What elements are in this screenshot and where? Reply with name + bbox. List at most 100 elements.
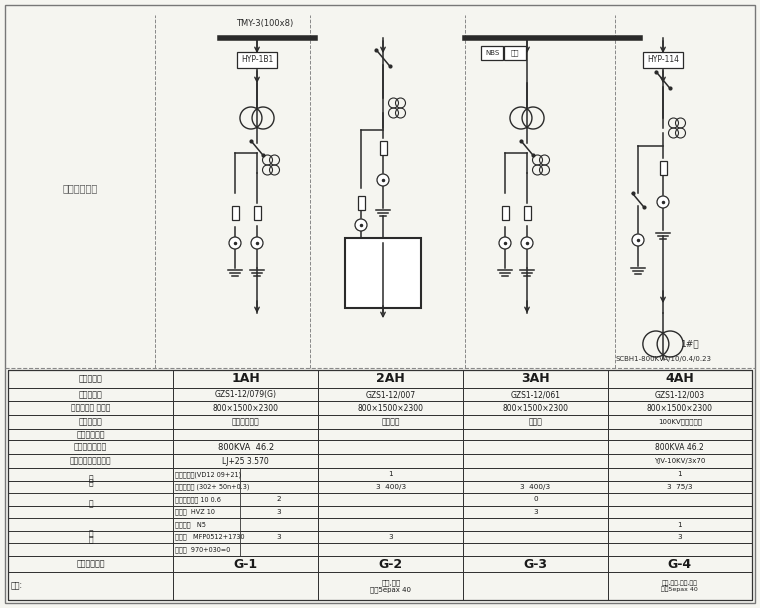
- Bar: [254, 206, 261, 220]
- Text: GZS1-12/003: GZS1-12/003: [655, 390, 705, 399]
- Text: 800KVA  46.2: 800KVA 46.2: [217, 443, 274, 452]
- Bar: [464, 401, 608, 415]
- Bar: [318, 401, 464, 415]
- Text: 2AH: 2AH: [376, 372, 405, 385]
- Bar: [608, 556, 752, 572]
- Bar: [318, 572, 464, 600]
- Text: 3: 3: [534, 509, 538, 515]
- Circle shape: [521, 237, 533, 249]
- Text: 电流互感器 (302+ 50n+0.3): 电流互感器 (302+ 50n+0.3): [175, 483, 249, 490]
- Text: SCBH1-800KVA/10/0.4/0.23: SCBH1-800KVA/10/0.4/0.23: [615, 356, 711, 362]
- Bar: [173, 415, 318, 429]
- Text: 1#变: 1#变: [681, 339, 700, 348]
- Bar: [173, 454, 318, 468]
- Text: 800×1500×2300: 800×1500×2300: [502, 404, 568, 413]
- Text: 3: 3: [277, 534, 281, 540]
- Bar: [464, 440, 608, 454]
- Text: 配电屏型号: 配电屏型号: [79, 390, 103, 399]
- Text: HYP-1B1: HYP-1B1: [241, 55, 273, 64]
- Bar: [464, 387, 608, 401]
- Text: 出线回路编号: 出线回路编号: [76, 560, 105, 568]
- Bar: [173, 468, 752, 480]
- Bar: [481, 46, 503, 60]
- Bar: [357, 196, 365, 210]
- Bar: [608, 440, 752, 454]
- Bar: [173, 506, 752, 518]
- Text: 800KVA 46.2: 800KVA 46.2: [655, 443, 705, 452]
- Text: G-1: G-1: [233, 558, 258, 571]
- Text: 100KV变压器进线: 100KV变压器进线: [658, 419, 701, 426]
- Text: 隔离柜  HVZ 10: 隔离柜 HVZ 10: [175, 509, 215, 516]
- Text: 3  75/3: 3 75/3: [667, 484, 692, 490]
- Bar: [502, 206, 508, 220]
- Text: 3AH: 3AH: [521, 372, 549, 385]
- Bar: [643, 52, 683, 68]
- Text: 电气连锁机构 10 0.6: 电气连锁机构 10 0.6: [175, 496, 221, 503]
- Text: 避雷元件   N5: 避雷元件 N5: [175, 521, 206, 528]
- Bar: [173, 370, 318, 387]
- Bar: [504, 46, 526, 60]
- Text: 出线电缆规格及规格: 出线电缆规格及规格: [70, 457, 112, 466]
- Text: 1: 1: [677, 522, 682, 528]
- Bar: [345, 238, 421, 308]
- Bar: [608, 454, 752, 468]
- Text: 3  400/3: 3 400/3: [521, 484, 550, 490]
- Text: LJ+25 3.570: LJ+25 3.570: [223, 457, 269, 466]
- Bar: [8, 454, 173, 468]
- Text: 避雷器   MFP0512+1730: 避雷器 MFP0512+1730: [175, 534, 245, 541]
- Bar: [173, 401, 318, 415]
- Circle shape: [377, 174, 389, 186]
- Text: 配电屏用途: 配电屏用途: [79, 418, 103, 427]
- Bar: [173, 518, 752, 531]
- Text: 3  400/3: 3 400/3: [375, 484, 406, 490]
- Bar: [232, 206, 239, 220]
- Bar: [318, 440, 464, 454]
- Bar: [173, 480, 752, 493]
- Text: YJV-10KV/3x70: YJV-10KV/3x70: [654, 458, 705, 464]
- Bar: [173, 429, 318, 440]
- Text: G-2: G-2: [378, 558, 403, 571]
- Bar: [8, 556, 173, 572]
- Circle shape: [229, 237, 241, 249]
- Bar: [464, 370, 608, 387]
- Text: 1: 1: [677, 471, 682, 477]
- Text: 内: 内: [88, 499, 93, 508]
- Bar: [8, 468, 173, 556]
- Text: 压: 压: [88, 478, 93, 487]
- Text: 3: 3: [677, 534, 682, 540]
- Circle shape: [251, 237, 263, 249]
- Bar: [8, 572, 173, 600]
- Text: 注防,晶平,插风,南平
柜剃5epax 40: 注防,晶平,插风,南平 柜剃5epax 40: [661, 580, 698, 592]
- Bar: [8, 429, 173, 440]
- Bar: [318, 429, 464, 440]
- Text: HYP-114: HYP-114: [647, 55, 679, 64]
- Bar: [464, 572, 608, 600]
- Text: 高中断路器(VD12 09+21): 高中断路器(VD12 09+21): [175, 471, 241, 478]
- Bar: [608, 401, 752, 415]
- Text: 配电屏尺寸 宽深高: 配电屏尺寸 宽深高: [71, 404, 110, 413]
- Text: 二次原理图号: 二次原理图号: [76, 430, 105, 439]
- Text: 4AH: 4AH: [666, 372, 694, 385]
- Bar: [464, 454, 608, 468]
- Circle shape: [355, 219, 367, 231]
- Bar: [8, 440, 173, 454]
- Bar: [608, 387, 752, 401]
- Bar: [464, 556, 608, 572]
- Text: 3: 3: [277, 509, 281, 515]
- Bar: [608, 572, 752, 600]
- Bar: [464, 429, 608, 440]
- Circle shape: [499, 237, 511, 249]
- Bar: [379, 141, 387, 155]
- Bar: [173, 531, 752, 544]
- Bar: [608, 415, 752, 429]
- Bar: [318, 454, 464, 468]
- Text: 2: 2: [277, 497, 281, 502]
- Text: 800×1500×2300: 800×1500×2300: [213, 404, 279, 413]
- Bar: [608, 370, 752, 387]
- Text: 1: 1: [388, 471, 393, 477]
- Bar: [173, 493, 752, 506]
- Bar: [318, 415, 464, 429]
- Bar: [318, 370, 464, 387]
- Text: 次低压线方案: 次低压线方案: [62, 183, 97, 193]
- Text: 800×1500×2300: 800×1500×2300: [358, 404, 424, 413]
